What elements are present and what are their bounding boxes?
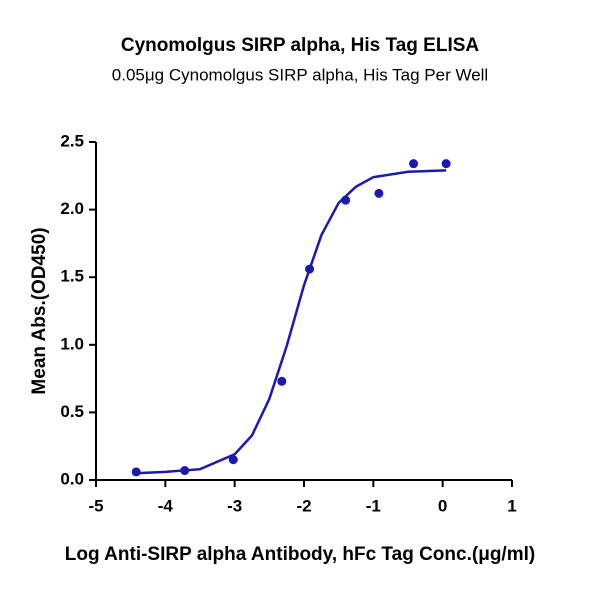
y-tick-label: 0.5	[60, 402, 84, 421]
y-tick-label: 2.0	[60, 199, 84, 218]
data-point	[228, 455, 238, 465]
fit-curve	[136, 169, 447, 475]
y-axis-label: Mean Abs.(OD450)	[29, 227, 50, 394]
chart-subtitle: 0.05μg Cynomolgus SIRP alpha, His Tag Pe…	[112, 65, 488, 84]
y-tick-label: 0.0	[60, 469, 84, 488]
x-tick-label: -3	[227, 496, 242, 515]
x-tick-label: -2	[296, 496, 311, 515]
data-point	[409, 159, 419, 169]
y-tick-label: 2.5	[60, 131, 84, 150]
x-tick-label: -4	[158, 496, 174, 515]
x-tick-label: -1	[366, 496, 381, 515]
data-point	[277, 376, 287, 386]
y-tick-label: 1.0	[60, 334, 84, 353]
chart-title: Cynomolgus SIRP alpha, His Tag ELISA	[121, 35, 480, 56]
y-tick-label: 1.5	[60, 267, 84, 286]
x-axis-label: Log Anti-SIRP alpha Antibody, hFc Tag Co…	[65, 544, 535, 565]
x-tick-label: 1	[507, 496, 516, 515]
x-tick-label: 0	[438, 496, 447, 515]
x-tick-label: -5	[88, 496, 103, 515]
data-point	[374, 188, 384, 198]
data-point	[441, 159, 451, 169]
